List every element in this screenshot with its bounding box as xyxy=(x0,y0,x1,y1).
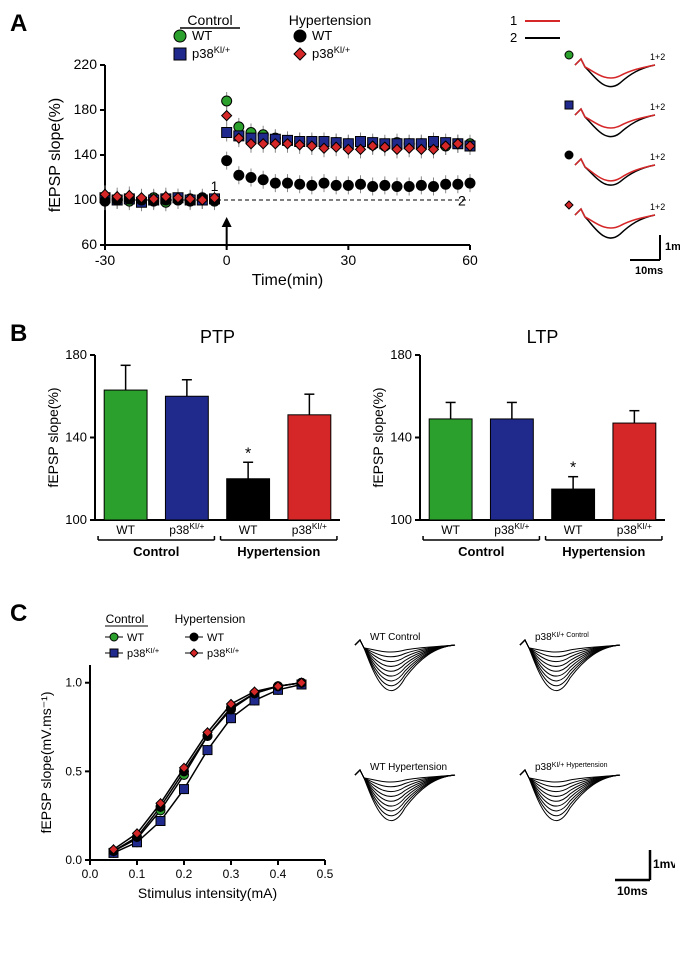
svg-text:Hypertension: Hypertension xyxy=(562,544,645,559)
svg-text:p38KI/+: p38KI/+ xyxy=(192,45,230,61)
svg-text:100: 100 xyxy=(65,512,87,527)
trace-inset: 1 2 1+2 1+2 1+2 1+2 1mv10ms xyxy=(500,10,680,290)
svg-text:0.5: 0.5 xyxy=(317,867,334,881)
svg-text:140: 140 xyxy=(74,146,98,162)
svg-text:Stimulus intensity(mA): Stimulus intensity(mA) xyxy=(138,885,277,901)
svg-text:1+2: 1+2 xyxy=(650,52,665,62)
svg-text:1.0: 1.0 xyxy=(65,676,82,690)
svg-text:0.3: 0.3 xyxy=(223,867,240,881)
svg-text:140: 140 xyxy=(65,430,87,445)
svg-text:1: 1 xyxy=(510,13,517,28)
svg-text:220: 220 xyxy=(74,56,98,72)
svg-text:WT: WT xyxy=(239,523,258,537)
svg-text:fEPSP slope(%): fEPSP slope(%) xyxy=(47,98,64,212)
svg-text:1+2: 1+2 xyxy=(650,152,665,162)
svg-text:WT: WT xyxy=(441,523,460,537)
svg-text:WT: WT xyxy=(312,28,332,43)
svg-text:180: 180 xyxy=(65,347,87,362)
svg-text:WT: WT xyxy=(564,523,583,537)
svg-text:WT: WT xyxy=(192,28,212,43)
panel-a-label: A xyxy=(10,10,27,38)
svg-text:p38KI/+: p38KI/+ xyxy=(207,646,240,661)
svg-text:p38KI/+: p38KI/+ xyxy=(169,521,204,537)
svg-text:p38KI/+ Hypertension: p38KI/+ Hypertension xyxy=(535,762,608,774)
svg-text:WT Hypertension: WT Hypertension xyxy=(370,762,447,773)
svg-text:1+2: 1+2 xyxy=(650,202,665,212)
svg-text:*: * xyxy=(570,460,576,477)
svg-text:2: 2 xyxy=(458,193,466,209)
svg-text:*: * xyxy=(245,445,251,462)
panel-b: B PTP 100 140 180 fEPSP slope(%) WT p38KI/+ * WT… xyxy=(10,320,675,580)
svg-text:0.0: 0.0 xyxy=(82,867,99,881)
svg-text:100: 100 xyxy=(74,191,98,207)
svg-text:0.5: 0.5 xyxy=(65,764,82,778)
trace-panels: WT Control p38KI/+ Control WT Hypertension… xyxy=(345,605,675,905)
ltp-bar-chart: LTP 100 140 180 fEPSP slope(%) WT p38KI/+ * WT p3… xyxy=(365,325,675,575)
svg-text:1+2: 1+2 xyxy=(650,102,665,112)
svg-text:Hypertension: Hypertension xyxy=(289,12,372,28)
svg-text:Control: Control xyxy=(458,544,504,559)
panel-c: C Control Hypertension WT p38KI/+ WT p38KI/+ 0… xyxy=(10,600,675,920)
svg-text:180: 180 xyxy=(74,101,98,117)
figure: A ControlHypertensionWTp38KI/+WTp38KI/+6… xyxy=(10,10,675,920)
svg-text:0.2: 0.2 xyxy=(176,867,193,881)
svg-text:Time(min): Time(min) xyxy=(252,272,323,289)
svg-text:2: 2 xyxy=(510,30,517,45)
svg-text:180: 180 xyxy=(390,347,412,362)
svg-text:p38KI/+ Control: p38KI/+ Control xyxy=(535,632,589,644)
svg-text:p38KI/+: p38KI/+ xyxy=(617,521,652,537)
svg-text:LTP: LTP xyxy=(527,327,559,347)
svg-text:p38KI/+: p38KI/+ xyxy=(292,521,327,537)
svg-text:60: 60 xyxy=(462,252,478,268)
ptp-bar-chart: PTP 100 140 180 fEPSP slope(%) WT p38KI/+ * WT p3… xyxy=(40,325,350,575)
svg-text:1mv: 1mv xyxy=(653,857,675,871)
panel-b-label: B xyxy=(10,320,27,348)
svg-text:0: 0 xyxy=(223,252,231,268)
svg-text:p38KI/+: p38KI/+ xyxy=(127,646,160,661)
svg-text:WT: WT xyxy=(207,632,224,644)
svg-text:Hypertension: Hypertension xyxy=(237,544,320,559)
svg-text:100: 100 xyxy=(390,512,412,527)
svg-text:WT: WT xyxy=(116,523,135,537)
svg-text:1: 1 xyxy=(211,178,219,194)
svg-text:Control: Control xyxy=(133,544,179,559)
svg-text:WT: WT xyxy=(127,632,144,644)
svg-text:140: 140 xyxy=(390,430,412,445)
svg-text:Control: Control xyxy=(106,612,145,626)
svg-text:Hypertension: Hypertension xyxy=(175,612,246,626)
io-curve-chart: Control Hypertension WT p38KI/+ WT p38KI/+ 0.0… xyxy=(35,605,335,905)
svg-text:fEPSP slope(%): fEPSP slope(%) xyxy=(45,387,61,487)
svg-text:1mv: 1mv xyxy=(665,241,680,253)
svg-text:10ms: 10ms xyxy=(617,884,648,898)
svg-text:0.1: 0.1 xyxy=(129,867,146,881)
svg-text:0.4: 0.4 xyxy=(270,867,287,881)
svg-text:fEPSP slope(%): fEPSP slope(%) xyxy=(370,387,386,487)
svg-text:p38KI/+: p38KI/+ xyxy=(494,521,529,537)
svg-text:-30: -30 xyxy=(95,252,115,268)
svg-text:PTP: PTP xyxy=(200,327,235,347)
svg-text:fEPSP slope(mV.ms⁻¹): fEPSP slope(mV.ms⁻¹) xyxy=(38,692,54,834)
panel-a: A ControlHypertensionWTp38KI/+WTp38KI/+6… xyxy=(10,10,675,300)
svg-text:WT Control: WT Control xyxy=(370,632,420,643)
svg-text:60: 60 xyxy=(81,236,97,252)
svg-text:Control: Control xyxy=(187,12,232,28)
svg-text:10ms: 10ms xyxy=(635,265,663,277)
svg-text:30: 30 xyxy=(341,252,357,268)
svg-text:p38KI/+: p38KI/+ xyxy=(312,45,350,61)
svg-text:0.0: 0.0 xyxy=(65,853,82,867)
timecourse-chart: ControlHypertensionWTp38KI/+WTp38KI/+601… xyxy=(40,10,490,290)
panel-c-label: C xyxy=(10,600,27,628)
